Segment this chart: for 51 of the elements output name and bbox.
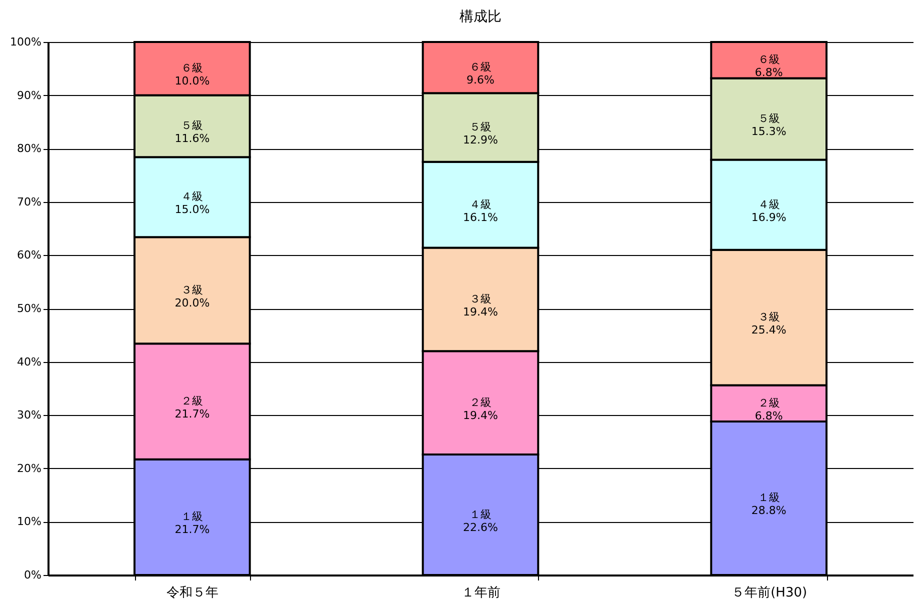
text: ３級 — [181, 283, 204, 296]
text: ２級 — [181, 394, 204, 408]
data-label: 21.7% — [174, 523, 210, 536]
data-label: 6.8% — [754, 409, 783, 422]
data-label: 22.6% — [463, 520, 498, 534]
x-tick-label: 令和５年 — [166, 586, 219, 600]
y-tick-label: 70% — [17, 195, 42, 208]
data-label: 12.9% — [463, 134, 498, 147]
text: １級 — [758, 491, 780, 504]
text: ５級 — [758, 112, 780, 126]
text: ５級 — [470, 120, 492, 134]
y-tick-label: 50% — [17, 302, 42, 315]
data-label: 28.8% — [751, 504, 786, 518]
data-label: 20.0% — [174, 296, 210, 310]
data-label: 11.6% — [174, 132, 210, 146]
series-label: ２級 — [758, 396, 780, 410]
y-tick-label: 20% — [17, 462, 42, 475]
text: ３級 — [758, 310, 780, 324]
text: ６級 — [181, 62, 204, 75]
data-label: 15.3% — [751, 125, 786, 138]
text: ４級 — [470, 198, 492, 211]
data-label: 19.4% — [463, 305, 498, 318]
data-label: 16.9% — [751, 210, 786, 224]
data-label: 19.4% — [463, 408, 498, 422]
chart-title: 構成比 — [460, 9, 502, 25]
data-label: 16.1% — [463, 210, 498, 224]
text: ２級 — [470, 396, 492, 409]
series-label: ６級 — [758, 53, 780, 66]
text: １級 — [181, 510, 204, 524]
data-label: 25.4% — [751, 324, 786, 337]
y-tick-label: 100% — [10, 36, 42, 48]
data-label: 21.7% — [174, 408, 210, 421]
y-tick-label: 90% — [17, 88, 42, 102]
x-tick-label: ５年前(H30) — [732, 586, 808, 600]
series-label: ３級 — [470, 292, 492, 306]
y-tick-label: 40% — [17, 355, 42, 368]
y-tick-label: 30% — [17, 408, 42, 422]
y-tick-label: 60% — [17, 248, 42, 262]
data-label: 6.8% — [754, 66, 783, 80]
data-label: 9.6% — [466, 74, 494, 87]
y-tick-label: 80% — [17, 142, 42, 156]
y-tick-label: 10% — [17, 515, 42, 528]
x-tick-label: １年前 — [462, 586, 500, 600]
series-label: ４級 — [181, 190, 204, 204]
data-label: 10.0% — [174, 74, 210, 88]
y-tick-label: 0% — [24, 568, 42, 582]
data-label: 15.0% — [174, 203, 210, 216]
series-label: １級 — [470, 508, 492, 521]
series-label: ５級 — [181, 119, 204, 132]
text: ６級 — [470, 60, 492, 74]
text: ４級 — [758, 198, 780, 211]
